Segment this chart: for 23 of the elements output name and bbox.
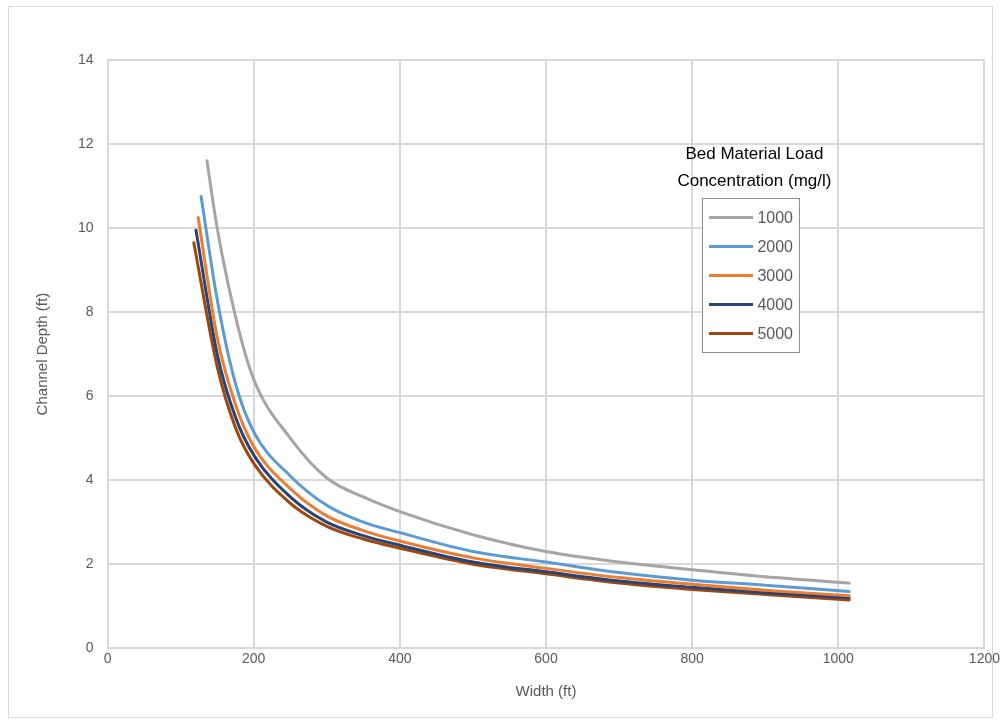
- y-tick-label: 8: [85, 302, 94, 319]
- x-tick-label: 400: [388, 650, 412, 667]
- x-tick-label: 200: [242, 650, 266, 667]
- x-tick-label: 800: [680, 650, 705, 667]
- y-tick-label: 6: [85, 386, 94, 403]
- legend-label: 1000: [757, 208, 794, 227]
- legend-label: 3000: [757, 266, 794, 285]
- y-tick-label: 2: [85, 555, 94, 572]
- legend-label: 2000: [757, 237, 794, 256]
- y-tick-label: 4: [85, 471, 94, 487]
- y-tick-label: 10: [77, 218, 94, 235]
- x-axis-title: Width (ft): [515, 682, 577, 700]
- y-tick-label: 0: [85, 639, 94, 656]
- y-tick-label: 14: [77, 50, 94, 67]
- legend-label: 5000: [757, 324, 794, 343]
- x-tick-label: 1000: [822, 650, 855, 667]
- x-tick-label: 0: [103, 650, 112, 667]
- x-tick-label: 1200: [968, 650, 1001, 667]
- legend-title: Bed Material Load Concentration (mg/l): [677, 143, 832, 192]
- legend-label: 4000: [757, 295, 794, 314]
- y-axis-title: Channel Depth (ft): [33, 292, 51, 416]
- x-tick-label: 600: [534, 650, 558, 667]
- y-tick-label: 12: [77, 134, 94, 151]
